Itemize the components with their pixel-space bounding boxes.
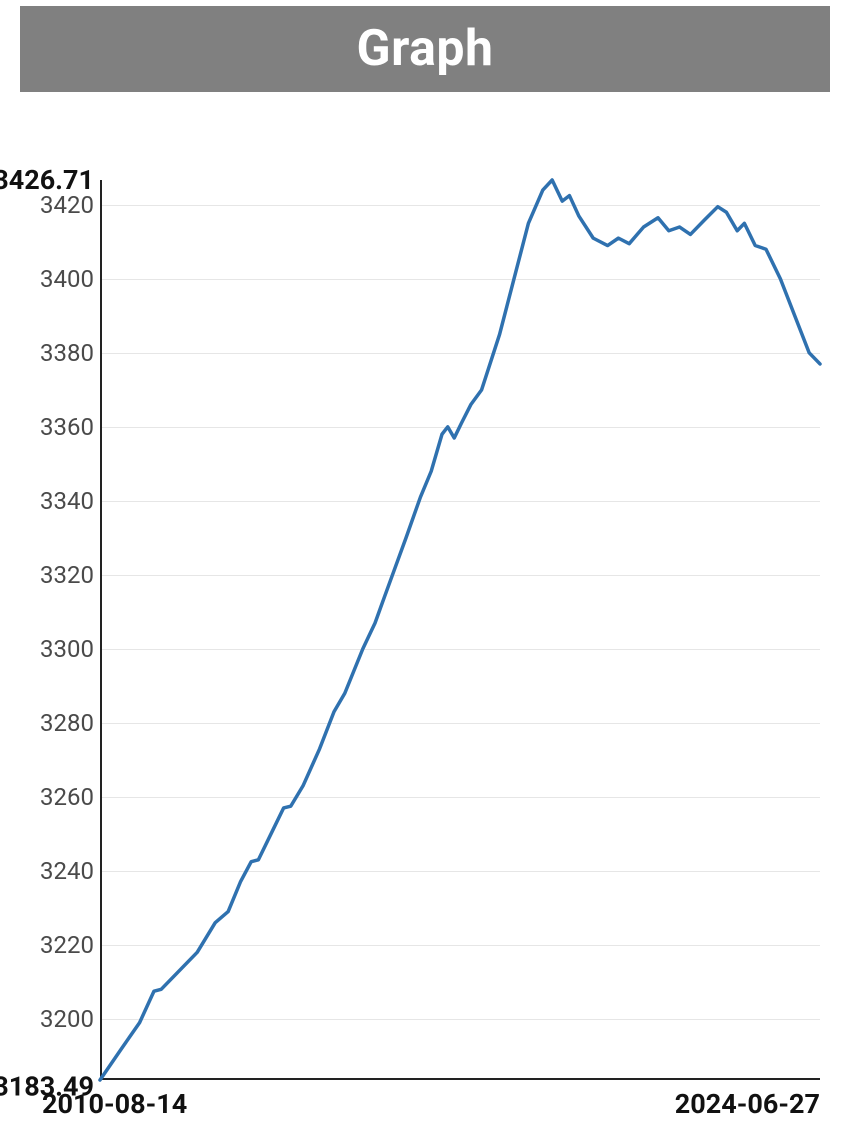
y-tick-label: 3260	[4, 783, 94, 811]
header-title: Graph	[357, 20, 494, 78]
y-tick-label: 3220	[4, 931, 94, 959]
y-tick-label: 3320	[4, 561, 94, 589]
series-line	[100, 180, 820, 1080]
y-tick-label: 3380	[4, 339, 94, 367]
y-tick-label: 3420	[4, 191, 94, 219]
header-bar: Graph	[20, 6, 830, 92]
y-tick-label: 3240	[4, 857, 94, 885]
y-tick-label: 3280	[4, 709, 94, 737]
line-series-layer	[100, 180, 820, 1080]
y-tick-label: 3200	[4, 1005, 94, 1033]
y-tick-label: 3400	[4, 265, 94, 293]
x-max-label: 2024-06-27	[675, 1088, 820, 1120]
page: Graph 3426.71 3183.49 2010-08-14 2024-06…	[0, 0, 850, 1146]
y-tick-label: 3360	[4, 413, 94, 441]
y-tick-label: 3340	[4, 487, 94, 515]
x-min-label: 2010-08-14	[42, 1088, 187, 1120]
y-tick-label: 3300	[4, 635, 94, 663]
line-chart: 3426.71 3183.49 2010-08-14 2024-06-27 32…	[0, 150, 850, 1130]
